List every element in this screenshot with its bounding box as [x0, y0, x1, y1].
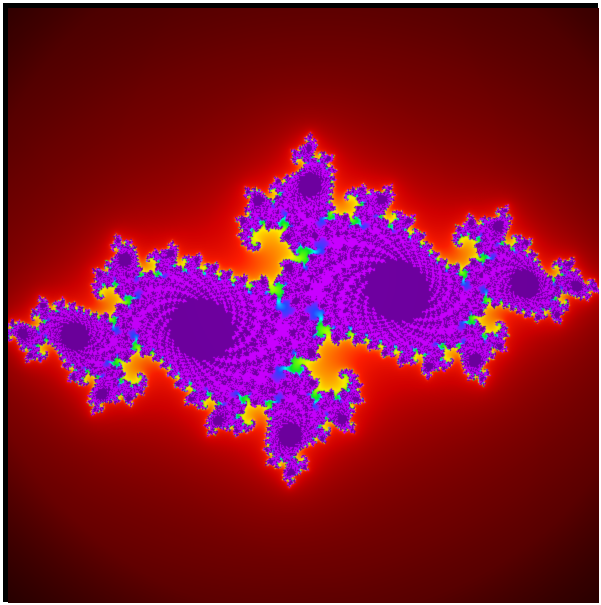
fractal-viewport — [8, 8, 599, 603]
julia-set-fractal-image — [8, 8, 599, 603]
